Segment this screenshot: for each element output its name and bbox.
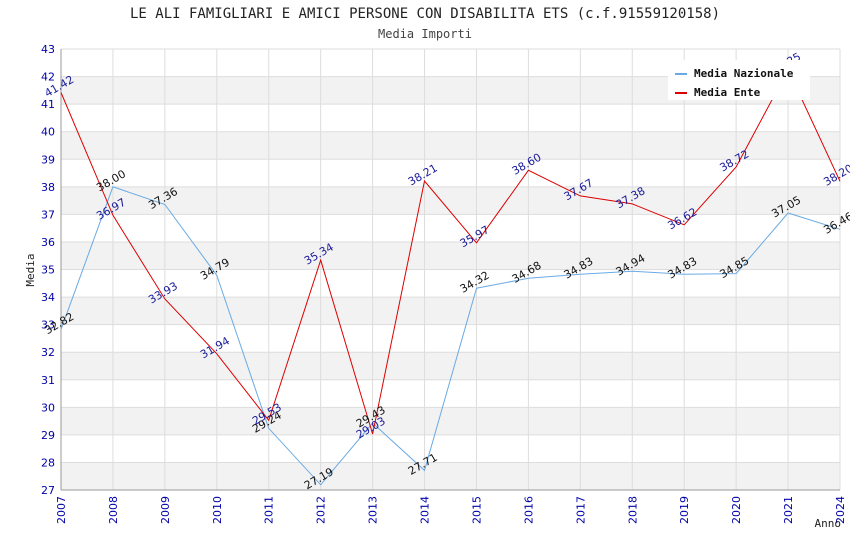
grid-band [61,324,840,353]
y-tick-label: 31 [41,374,55,387]
y-tick-label: 43 [41,43,55,56]
grid-band [61,434,840,463]
y-tick-label: 29 [41,429,55,442]
y-tick-label: 32 [41,346,55,359]
y-tick-label: 36 [41,236,55,249]
y-tick-label: 40 [41,126,55,139]
grid-band [61,407,840,435]
grid-band [61,159,840,187]
grid-band [61,297,840,325]
grid-band [61,131,840,160]
series-line-media-nazionale [60,186,841,486]
y-tick-label: 41 [41,98,55,111]
x-tick-label: 2015 [470,496,483,524]
y-tick-label: 37 [41,208,55,221]
x-tick-label: 2011 [263,496,276,524]
grid-band [61,186,840,215]
legend-item-media-ente: Media Ente [694,86,761,99]
grid-band [61,462,840,490]
legend-item-media-nazionale: Media Nazionale [694,67,794,80]
grid-band [61,214,840,242]
y-tick-label: 30 [41,401,55,414]
y-tick-label: 28 [41,456,55,469]
x-tick-label: 2010 [211,496,224,524]
legend-box [668,60,810,100]
x-tick-label: 2020 [730,496,743,524]
y-tick-label: 34 [41,291,55,304]
grid-band [61,241,840,270]
chart-subtitle: Media Importi [378,27,472,41]
grid-band [61,379,840,408]
y-tick-label: 38 [41,181,55,194]
y-tick-label: 27 [41,484,55,497]
y-tick-label: 33 [41,319,55,332]
x-tick-label: 2014 [419,496,432,524]
x-tick-label: 2007 [55,496,68,524]
x-tick-label: 2008 [107,496,120,524]
x-tick-label: 2018 [626,496,639,524]
x-tick-label: 2024 [834,496,847,524]
x-tick-label: 2019 [678,496,691,524]
x-tick-label: 2017 [574,496,587,524]
x-tick-label: 2021 [782,496,795,524]
x-axis-title: Anno [815,517,842,530]
y-tick-label: 39 [41,153,55,166]
x-tick-label: 2016 [522,496,535,524]
grid-band [61,104,840,132]
x-tick-label: 2012 [315,496,328,524]
y-tick-label: 42 [41,71,55,84]
y-axis-title: Media [24,253,37,286]
chart-title: LE ALI FAMIGLIARI E AMICI PERSONE CON DI… [129,6,720,22]
x-tick-label: 2009 [159,496,172,524]
grid-band [61,352,840,380]
x-tick-label: 2013 [367,496,380,524]
y-tick-label: 35 [41,264,55,277]
series-line-media-ente [60,68,841,435]
